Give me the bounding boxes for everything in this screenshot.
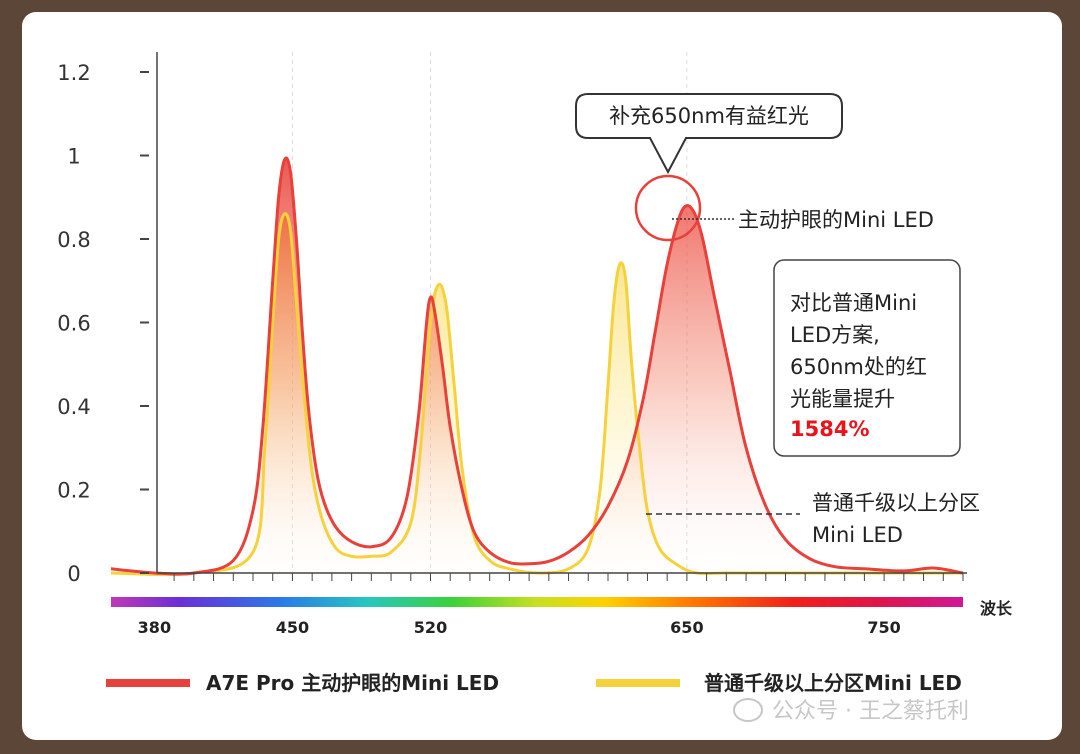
compare-highlight: 1584%: [790, 417, 870, 441]
watermark-text: 公众号 · 王之蔡托利: [772, 699, 969, 724]
spectrum-bar: [111, 597, 963, 607]
series-fills: [111, 158, 963, 575]
y-tick-label: 1: [67, 145, 80, 169]
y-axis-ticks: 0 0.2 0.4 0.6 0.8 1 1.2: [57, 61, 149, 586]
y-tick-label: 0: [67, 562, 80, 586]
normal-label-line-1: 普通千级以上分区: [812, 491, 980, 515]
spectrum-chart: 0 0.2 0.4 0.6 0.8 1 1.2 380 450 520 650 750 波长 补充6…: [57, 52, 1013, 724]
series-lines: [110, 156, 964, 577]
x-tick-label-520: 520: [414, 618, 447, 637]
peak-highlight-circle: [634, 174, 702, 242]
x-tick-label-650: 650: [670, 618, 703, 637]
y-tick-label: 0.4: [57, 395, 90, 419]
compare-line-2: LED方案,: [790, 323, 880, 347]
y-tick-label: 0.2: [57, 479, 90, 503]
y-tick-label: 0.6: [57, 312, 90, 336]
callout-text: 补充650nm有益红光: [609, 104, 809, 128]
comparison-box: 对比普通Mini LED方案, 650nm处的红 光能量提升 1584%: [773, 259, 961, 457]
series-fill-red: [111, 158, 963, 575]
y-tick-label: 1.2: [57, 61, 90, 85]
series-line-yellow: [110, 212, 963, 577]
chart-card: 0 0.2 0.4 0.6 0.8 1 1.2 380 450 520 650 750 波长 补充6…: [22, 12, 1062, 740]
series-line-red: [110, 156, 964, 576]
y-tick-label: 0.8: [57, 228, 90, 252]
peak-label: 主动护眼的Mini LED: [738, 208, 934, 232]
x-axis-label: 波长: [980, 599, 1013, 618]
x-tick-label-750: 750: [867, 618, 900, 637]
x-axis-tick-labels: 380 450 520 650 750: [138, 618, 901, 637]
x-tick-label-380: 380: [138, 618, 171, 637]
legend: A7E Pro 主动护眼的Mini LED 普通千级以上分区Mini LED: [106, 671, 962, 695]
normal-label-line-2: Mini LED: [812, 523, 903, 547]
compare-line-4: 光能量提升: [790, 387, 895, 411]
callout-bubble: 补充650nm有益红光: [575, 93, 843, 175]
legend-yellow-label: 普通千级以上分区Mini LED: [704, 671, 962, 695]
legend-red-label: A7E Pro 主动护眼的Mini LED: [206, 671, 499, 695]
compare-line-1: 对比普通Mini: [790, 291, 917, 315]
wechat-icon: [733, 698, 763, 722]
x-axis-minor-ticks: [173, 573, 964, 581]
watermark: 公众号 · 王之蔡托利: [733, 698, 969, 724]
x-tick-label-450: 450: [276, 618, 309, 637]
compare-line-3: 650nm处的红: [790, 355, 927, 379]
